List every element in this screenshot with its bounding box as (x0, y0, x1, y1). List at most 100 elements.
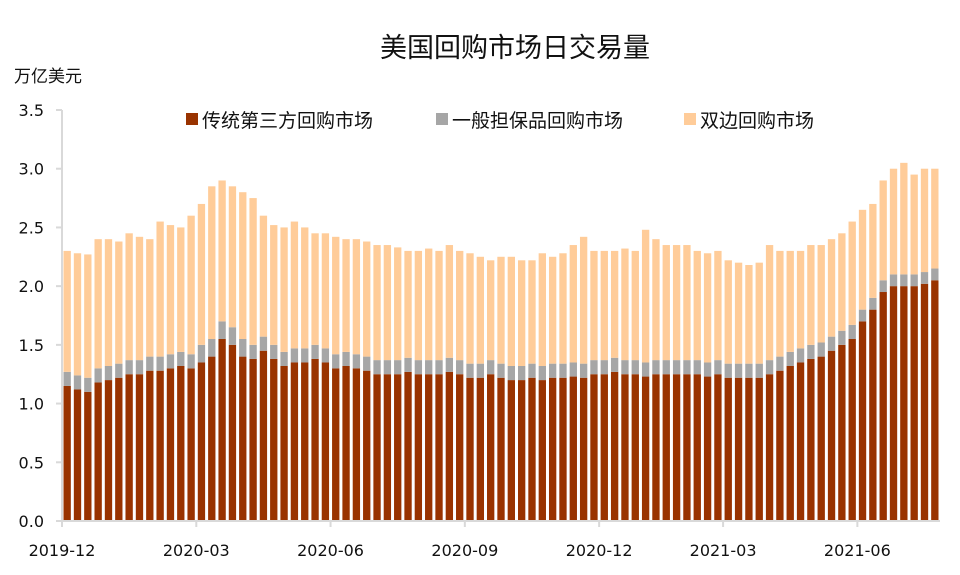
bar-tri-party (569, 376, 577, 521)
bar-tri-party (342, 365, 350, 521)
bar-gcf (290, 348, 299, 363)
bar-gcf (218, 321, 226, 339)
x-tick-label: 2021-03 (690, 541, 757, 560)
bar-gcf (869, 297, 877, 310)
bar-bilateral (786, 250, 794, 352)
bar-bilateral (538, 253, 546, 366)
bar-bilateral (497, 256, 505, 364)
bar-bilateral (363, 241, 371, 357)
bar-tri-party (879, 292, 887, 521)
bar-tri-party (352, 368, 361, 521)
bar-bilateral (425, 248, 433, 361)
y-tick-label: 3.0 (19, 160, 44, 179)
bar-bilateral (259, 215, 268, 337)
bar-tri-party (662, 374, 670, 521)
bar-bilateral (301, 227, 309, 349)
bar-gcf (115, 363, 123, 378)
bar-tri-party (703, 376, 712, 521)
bar-tri-party (476, 377, 485, 521)
bar-bilateral (383, 245, 392, 361)
bar-bilateral (776, 250, 784, 357)
bar-tri-party (197, 362, 206, 521)
bar-tri-party (280, 365, 288, 521)
bar-tri-party (63, 385, 71, 521)
bar-bilateral (879, 180, 887, 281)
bar-bilateral (156, 221, 164, 357)
x-tick-label: 2019-12 (29, 541, 96, 560)
chart-title: 美国回购市场日交易量 (380, 33, 650, 64)
bar-bilateral (652, 239, 660, 361)
bar-bilateral (600, 250, 608, 361)
bar-bilateral (900, 162, 908, 275)
bar-tri-party (724, 377, 732, 521)
bar-gcf (476, 363, 485, 378)
bar-bilateral (404, 250, 412, 358)
bar-gcf (931, 268, 939, 281)
bar-bilateral (249, 198, 257, 345)
bar-gcf (610, 357, 619, 372)
bar-bilateral (858, 209, 867, 310)
bar-gcf (301, 348, 309, 363)
bar-gcf (177, 351, 185, 366)
bar-gcf (497, 363, 505, 378)
bar-tri-party (404, 371, 412, 521)
bar-tri-party (714, 374, 722, 521)
bar-tri-party (115, 377, 123, 521)
bar-bilateral (848, 221, 856, 325)
bar-bilateral (610, 250, 619, 358)
bar-gcf (239, 338, 247, 357)
bar-bilateral (817, 245, 825, 343)
bar-gcf (827, 336, 836, 351)
bar-bilateral (115, 241, 123, 364)
bar-gcf (600, 360, 608, 375)
bar-bilateral (559, 253, 567, 364)
bar-gcf (94, 368, 102, 383)
bar-gcf (280, 351, 288, 366)
bar-gcf (641, 362, 650, 377)
bar-gcf (104, 365, 113, 381)
bar-bilateral (94, 239, 102, 369)
bar-tri-party (383, 374, 392, 521)
bar-tri-party (363, 370, 371, 521)
y-tick-label: 0.0 (19, 512, 44, 531)
bar-tri-party (796, 362, 805, 521)
bar-bilateral (569, 245, 577, 363)
bar-bilateral (239, 192, 247, 339)
bar-bilateral (435, 250, 443, 361)
bar-tri-party (218, 338, 226, 521)
bar-bilateral (838, 233, 846, 331)
bar-bilateral (270, 225, 278, 345)
legend-label: 传统第三方回购市场 (202, 110, 373, 132)
bar-tri-party (259, 350, 268, 521)
bar-bilateral (414, 250, 423, 361)
bar-bilateral (807, 245, 815, 345)
bar-tri-party (94, 382, 102, 521)
bar-gcf (590, 360, 598, 375)
legend-swatch (436, 113, 448, 125)
bar-bilateral (621, 248, 629, 361)
bar-bilateral (528, 260, 536, 364)
bar-tri-party (652, 374, 660, 521)
bar-bilateral (63, 250, 71, 372)
bar-tri-party (641, 376, 650, 521)
bar-tri-party (394, 374, 402, 521)
bar-gcf (146, 356, 154, 371)
bar-gcf (631, 360, 639, 375)
bar-bilateral (177, 227, 185, 352)
bar-bilateral (734, 262, 743, 364)
bar-bilateral (683, 245, 691, 361)
bar-bilateral (693, 250, 701, 361)
bar-tri-party (507, 380, 515, 521)
bar-gcf (569, 362, 577, 377)
bar-gcf (858, 309, 867, 322)
bar-gcf (796, 348, 805, 363)
bar-tri-party (889, 286, 898, 521)
bar-tri-party (166, 368, 175, 521)
x-tick-label: 2020-12 (566, 541, 633, 560)
bar-gcf (745, 363, 753, 378)
bar-tri-party (776, 370, 784, 521)
bar-tri-party (487, 374, 495, 521)
bar-gcf (332, 354, 340, 369)
bar-gcf (517, 365, 526, 381)
